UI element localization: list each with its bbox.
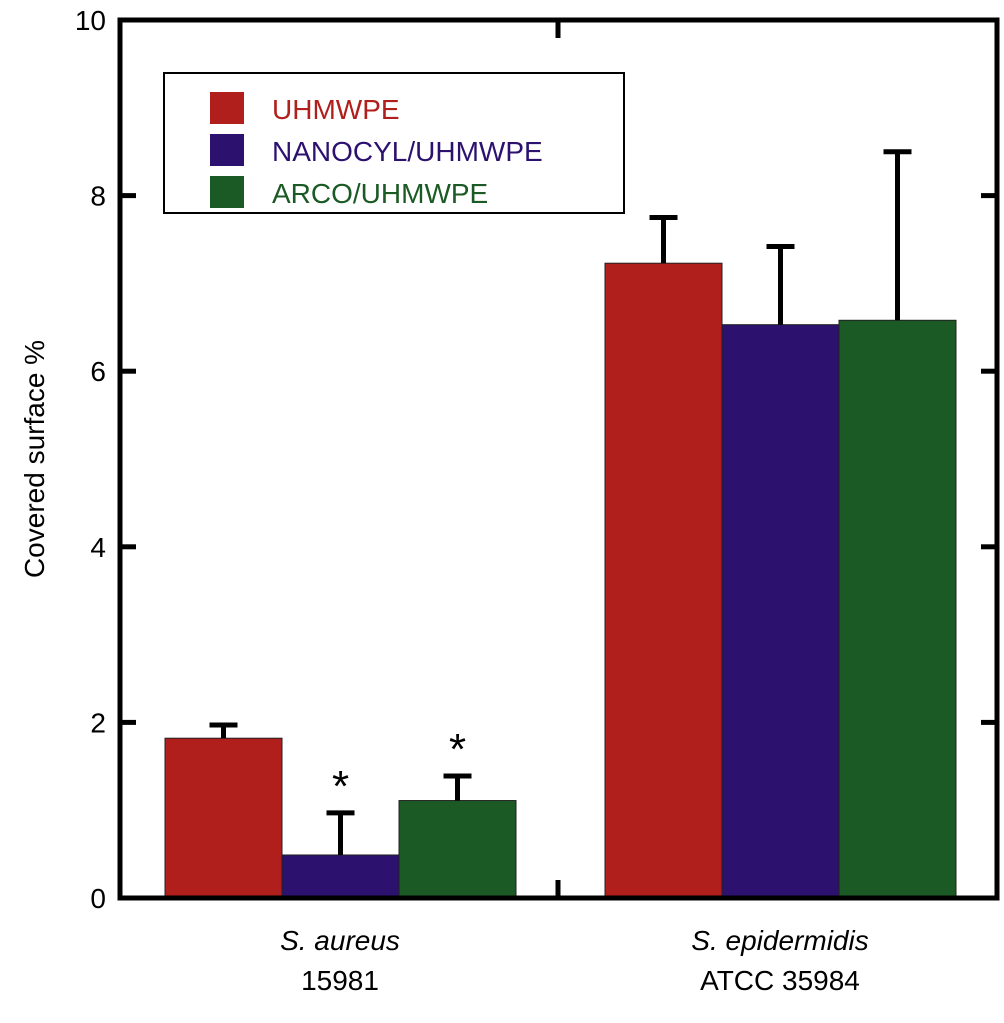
y-tick-label: 2 [90, 707, 106, 738]
category-sublabel: ATCC 35984 [700, 965, 860, 996]
category-label: S. epidermidis [691, 925, 868, 956]
bar [721, 324, 840, 899]
category-sublabel: 15981 [301, 965, 379, 996]
y-axis-title: Covered surface % [19, 340, 50, 578]
legend-swatch [210, 134, 244, 166]
legend-label: ARCO/UHMWPE [272, 178, 488, 209]
category-label: S. aureus [280, 925, 400, 956]
bar [604, 262, 723, 899]
legend-label: UHMWPE [272, 94, 400, 125]
y-tick-label: 10 [75, 5, 106, 36]
bar [281, 854, 400, 899]
y-tick-label: 6 [90, 356, 106, 387]
bar [164, 737, 283, 899]
bar [838, 319, 957, 899]
y-tick-label: 4 [90, 532, 106, 563]
y-tick-label: 8 [90, 181, 106, 212]
y-tick-label: 0 [90, 883, 106, 914]
significance-mark: * [449, 725, 466, 774]
legend-label: NANOCYL/UHMWPE [272, 136, 543, 167]
legend-swatch [210, 92, 244, 124]
legend-swatch [210, 176, 244, 208]
bar [398, 800, 517, 899]
significance-mark: * [332, 762, 349, 811]
